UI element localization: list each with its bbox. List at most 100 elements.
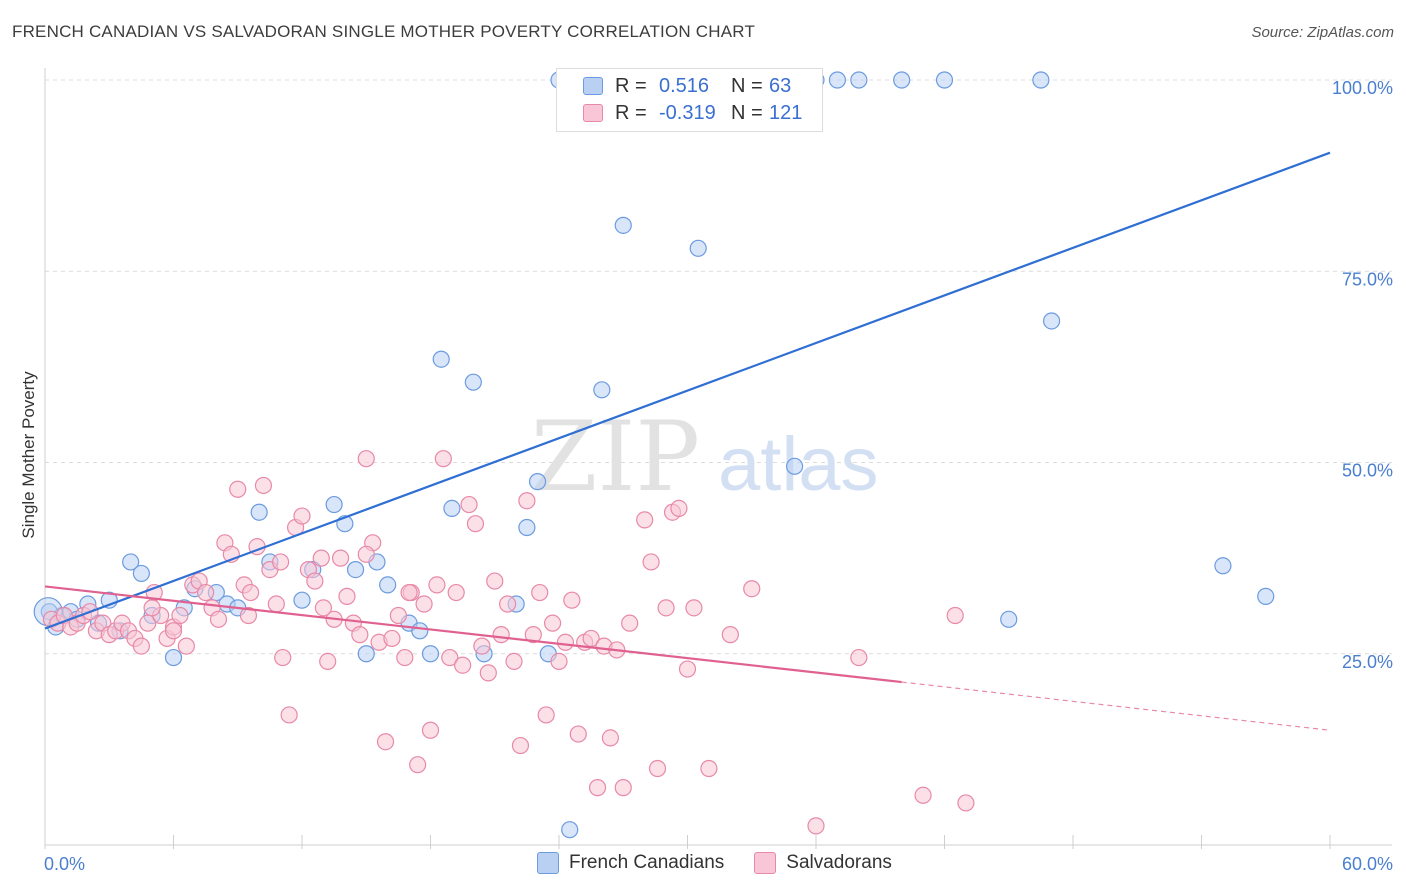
y-tick-labels: 25.0% 50.0% 75.0% 100.0%: [1332, 78, 1393, 672]
data-point: [1042, 312, 1061, 330]
data-point: [518, 492, 536, 510]
y-tick-label: 50.0%: [1342, 461, 1393, 481]
legend-label: Salvadorans: [786, 852, 892, 873]
data-point: [807, 817, 825, 835]
data-point: [400, 583, 418, 602]
data-point: [443, 499, 461, 517]
data-point: [528, 473, 547, 491]
data-point: [473, 637, 491, 655]
data-point: [331, 549, 350, 567]
data-point: [122, 553, 140, 571]
data-point: [621, 614, 639, 632]
data-point: [376, 733, 395, 751]
legend-swatch-pink: [754, 852, 777, 874]
chart-title: FRENCH CANADIAN VS SALVADORAN SINGLE MOT…: [12, 22, 756, 41]
data-point: [689, 239, 707, 257]
data-point: [466, 515, 485, 533]
data-point: [957, 794, 975, 812]
data-point: [561, 821, 579, 839]
data-point: [537, 706, 555, 724]
data-point: [464, 373, 482, 391]
stats-legend: R = 0.516 N = 63 R = -0.319 N = 121: [556, 68, 823, 132]
data-point: [505, 652, 523, 671]
grid-lines: [45, 79, 1392, 655]
data-point: [518, 518, 536, 537]
data-point: [314, 599, 333, 617]
trend-line-salvadorans: [44, 585, 902, 684]
data-point: [614, 216, 632, 234]
x-tick-labels: 0.0% 60.0%: [44, 854, 1393, 874]
data-point: [312, 549, 330, 567]
trend-line-salvadorans-extension: [901, 681, 1331, 731]
data-point: [524, 626, 542, 644]
trend-lines: [44, 151, 1331, 731]
legend-item-french-canadians[interactable]: French Canadians: [537, 852, 724, 874]
data-point: [1214, 557, 1232, 575]
data-point: [434, 450, 452, 468]
data-point: [685, 599, 703, 617]
x-tick-label: 0.0%: [44, 854, 85, 874]
data-point: [636, 511, 654, 529]
data-point: [588, 779, 607, 797]
legend-row-french-canadians: R = 0.516 N = 63: [583, 73, 791, 99]
legend-r-value: 0.516: [659, 74, 710, 97]
watermark-zip: ZIP: [531, 401, 700, 513]
data-point: [593, 381, 611, 399]
legend-swatch-blue: [537, 852, 559, 874]
legend-r-label: R =: [615, 101, 647, 124]
data-point: [239, 606, 258, 625]
data-point: [254, 476, 273, 495]
data-point: [511, 736, 530, 755]
y-axis-label: Single Mother Poverty: [19, 371, 38, 539]
data-point: [563, 591, 581, 609]
data-point: [293, 507, 311, 525]
data-point: [411, 622, 429, 640]
data-point: [383, 629, 401, 648]
legend-n-value: 63: [769, 74, 792, 97]
data-point: [785, 457, 804, 475]
y-tick-label: 75.0%: [1342, 269, 1393, 289]
data-point: [657, 599, 675, 617]
data-point: [743, 580, 761, 598]
data-point: [447, 583, 465, 602]
data-point: [678, 660, 697, 678]
data-point: [441, 648, 459, 667]
data-point: [143, 599, 161, 617]
data-point: [432, 350, 450, 368]
data-point: [346, 560, 365, 579]
legend-swatch-pink: [583, 104, 603, 122]
legend-n-value: 121: [769, 101, 803, 124]
data-point: [421, 645, 440, 663]
data-point: [486, 572, 504, 590]
data-point: [242, 583, 260, 602]
data-point: [550, 652, 568, 671]
legend-swatch-blue: [583, 77, 603, 95]
data-point: [1032, 71, 1050, 89]
data-point: [274, 648, 292, 667]
data-point: [479, 664, 497, 682]
data-point: [828, 71, 847, 89]
data-point: [601, 729, 620, 747]
data-point: [357, 545, 375, 563]
data-point: [648, 759, 667, 778]
data-point: [319, 652, 337, 671]
data-point: [267, 595, 285, 613]
axes: [44, 68, 1392, 849]
data-point: [396, 648, 414, 667]
data-point: [357, 450, 375, 468]
series-legend: French Canadians Salvadorans: [537, 852, 922, 874]
data-point: [935, 71, 954, 89]
data-point: [409, 756, 427, 774]
data-point: [850, 71, 868, 89]
legend-r-label: R =: [615, 74, 647, 97]
y-tick-label: 100.0%: [1332, 78, 1393, 98]
data-point: [271, 553, 290, 571]
data-point: [700, 759, 718, 778]
data-point: [351, 626, 369, 644]
legend-item-salvadorans[interactable]: Salvadorans: [754, 852, 892, 874]
data-point: [389, 606, 407, 625]
trend-line-french-canadians: [44, 151, 1331, 630]
data-point: [229, 480, 247, 498]
data-point: [1000, 610, 1018, 628]
